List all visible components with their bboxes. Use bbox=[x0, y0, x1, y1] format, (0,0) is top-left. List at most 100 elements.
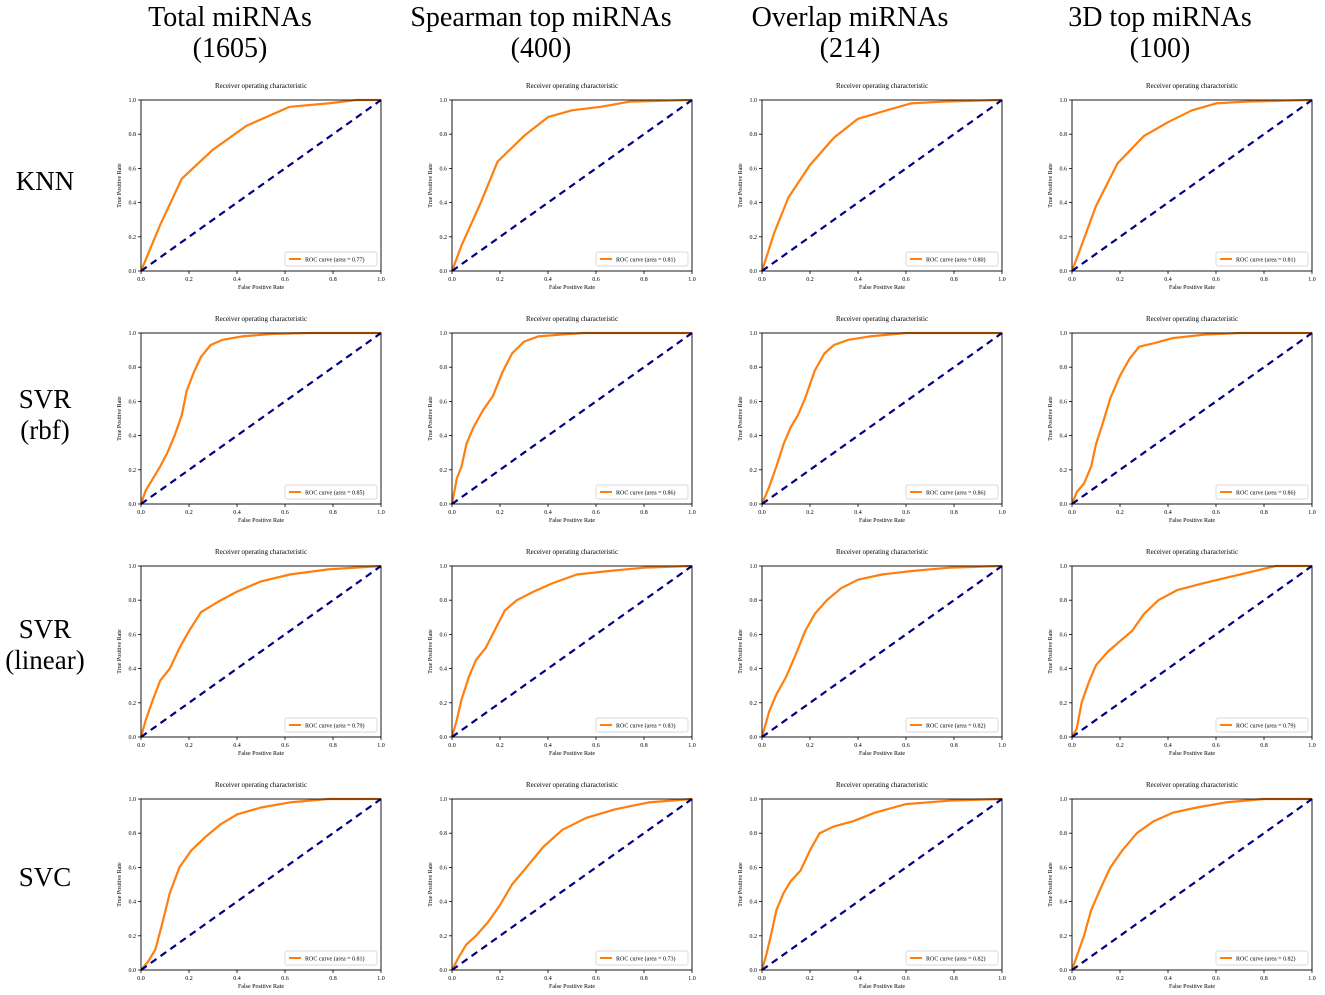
x-tick-label: 0.8 bbox=[1260, 743, 1268, 749]
y-tick-label: 0.4 bbox=[750, 201, 758, 207]
x-tick-label: 0.2 bbox=[1116, 976, 1124, 982]
x-tick-label: 0.0 bbox=[758, 976, 766, 982]
x-tick-label: 0.4 bbox=[233, 976, 241, 982]
y-axis-label: True Positive Rate bbox=[428, 862, 434, 907]
x-tick-label: 0.8 bbox=[950, 277, 958, 283]
y-tick-label: 0.8 bbox=[440, 132, 448, 138]
roc-curve-line bbox=[760, 797, 1003, 971]
x-tick-label: 0.0 bbox=[448, 277, 456, 283]
roc-panel: Receiver operating characteristic 0.00.0 0… bbox=[428, 781, 696, 990]
y-tick-label: 0.6 bbox=[129, 399, 137, 405]
panel-title: Receiver operating characteristic bbox=[526, 82, 618, 90]
x-tick-label: 0.8 bbox=[329, 743, 337, 749]
x-tick-label: 0.0 bbox=[448, 976, 456, 982]
legend-box bbox=[1215, 950, 1309, 966]
x-tick-label: 0.6 bbox=[281, 743, 289, 749]
y-tick-label: 0.8 bbox=[1060, 598, 1068, 604]
legend-label: ROC curve (area = 0.73) bbox=[616, 956, 676, 963]
y-axis-label: True Positive Rate bbox=[738, 862, 744, 907]
legend-box bbox=[905, 484, 999, 500]
y-tick-label: 0.6 bbox=[1060, 865, 1068, 871]
x-tick-label: 0.8 bbox=[1260, 510, 1268, 516]
legend-box bbox=[284, 950, 378, 966]
diagonal-reference-line bbox=[761, 565, 1003, 738]
legend-label: ROC curve (area = 0.81) bbox=[616, 257, 676, 264]
panel-title: Receiver operating characteristic bbox=[836, 315, 928, 323]
x-tick-label: 0.2 bbox=[496, 976, 504, 982]
x-tick-label: 0.4 bbox=[854, 510, 862, 516]
y-tick-label: 0.6 bbox=[1060, 166, 1068, 172]
y-tick-label: 0.4 bbox=[1060, 667, 1068, 673]
x-tick-label: 0.8 bbox=[950, 510, 958, 516]
x-tick-label: 0.0 bbox=[137, 277, 145, 283]
y-tick-label: 0.6 bbox=[1060, 632, 1068, 638]
y-tick-label: 0.4 bbox=[129, 434, 137, 440]
y-tick-label: 0.8 bbox=[129, 365, 137, 371]
y-tick-label: 0.2 bbox=[129, 468, 137, 474]
row-label-line1: KNN bbox=[15, 166, 75, 196]
panel-title: Receiver operating characteristic bbox=[526, 781, 618, 789]
y-tick-label: 0.4 bbox=[129, 201, 137, 207]
diagonal-reference-line bbox=[1071, 565, 1313, 738]
x-tick-label: 0.0 bbox=[1068, 976, 1076, 982]
x-tick-label: 0.8 bbox=[329, 976, 337, 982]
roc-curve-line bbox=[139, 98, 381, 272]
y-axis-label: True Positive Rate bbox=[738, 629, 744, 674]
legend-box bbox=[595, 251, 689, 267]
x-tick-label: 1.0 bbox=[1308, 743, 1316, 749]
x-axis-label: False Positive Rate bbox=[859, 518, 905, 524]
y-tick-label: 0.0 bbox=[440, 269, 448, 275]
x-tick-label: 1.0 bbox=[688, 510, 696, 516]
x-tick-label: 0.2 bbox=[496, 743, 504, 749]
y-tick-label: 0.2 bbox=[1060, 235, 1068, 241]
y-tick-label: 0.4 bbox=[440, 434, 448, 440]
y-tick-label: 1.0 bbox=[1060, 98, 1068, 104]
x-axis-label: False Positive Rate bbox=[1169, 518, 1215, 524]
plot-frame bbox=[451, 798, 693, 971]
roc-curve-line bbox=[1070, 98, 1313, 272]
y-tick-label: 1.0 bbox=[1060, 564, 1068, 570]
panel-title: Receiver operating characteristic bbox=[836, 548, 928, 556]
x-axis-label: False Positive Rate bbox=[238, 984, 284, 990]
roc-panel: Receiver operating characteristic 0.00.0 0… bbox=[1048, 82, 1316, 291]
roc-panel: Receiver operating characteristic 0.00.0 0… bbox=[738, 315, 1006, 524]
diagonal-reference-line bbox=[140, 798, 382, 971]
roc-panel: Receiver operating characteristic 0.00.0 0… bbox=[117, 548, 385, 757]
x-tick-label: 1.0 bbox=[1308, 277, 1316, 283]
x-tick-label: 1.0 bbox=[377, 510, 385, 516]
legend-box bbox=[905, 251, 999, 267]
row-label-knn: KNN bbox=[0, 166, 90, 197]
y-tick-label: 0.6 bbox=[440, 632, 448, 638]
y-tick-label: 0.8 bbox=[440, 598, 448, 604]
x-tick-label: 0.2 bbox=[496, 277, 504, 283]
x-tick-label: 0.6 bbox=[281, 510, 289, 516]
roc-panel: Receiver operating characteristic 0.00.0 0… bbox=[1048, 548, 1316, 757]
y-tick-label: 0.0 bbox=[1060, 502, 1068, 508]
y-tick-label: 0.2 bbox=[129, 934, 137, 940]
column-header-title: Total miRNAs bbox=[148, 2, 312, 33]
column-header-count: (100) bbox=[1129, 33, 1191, 64]
x-tick-label: 1.0 bbox=[688, 976, 696, 982]
x-tick-label: 0.0 bbox=[758, 510, 766, 516]
y-axis-label: True Positive Rate bbox=[1048, 862, 1054, 907]
plot-frame bbox=[451, 99, 693, 272]
panel-title: Receiver operating characteristic bbox=[215, 315, 307, 323]
legend-label: ROC curve (area = 0.79) bbox=[305, 723, 365, 730]
legend-box bbox=[1215, 717, 1309, 733]
legend-label: ROC curve (area = 0.86) bbox=[616, 490, 676, 497]
column-header-title: Overlap miRNAs bbox=[751, 2, 949, 33]
y-tick-label: 0.0 bbox=[440, 968, 448, 974]
panel-title: Receiver operating characteristic bbox=[1146, 315, 1238, 323]
x-tick-label: 1.0 bbox=[998, 277, 1006, 283]
x-tick-label: 0.0 bbox=[1068, 510, 1076, 516]
y-tick-label: 0.0 bbox=[750, 968, 758, 974]
diagonal-reference-line bbox=[451, 99, 693, 272]
y-axis-label: True Positive Rate bbox=[428, 396, 434, 441]
x-tick-label: 0.4 bbox=[544, 277, 552, 283]
y-tick-label: 0.4 bbox=[129, 667, 137, 673]
x-tick-label: 1.0 bbox=[998, 743, 1006, 749]
x-tick-label: 0.4 bbox=[233, 743, 241, 749]
x-tick-label: 1.0 bbox=[377, 743, 385, 749]
y-tick-label: 0.8 bbox=[440, 365, 448, 371]
